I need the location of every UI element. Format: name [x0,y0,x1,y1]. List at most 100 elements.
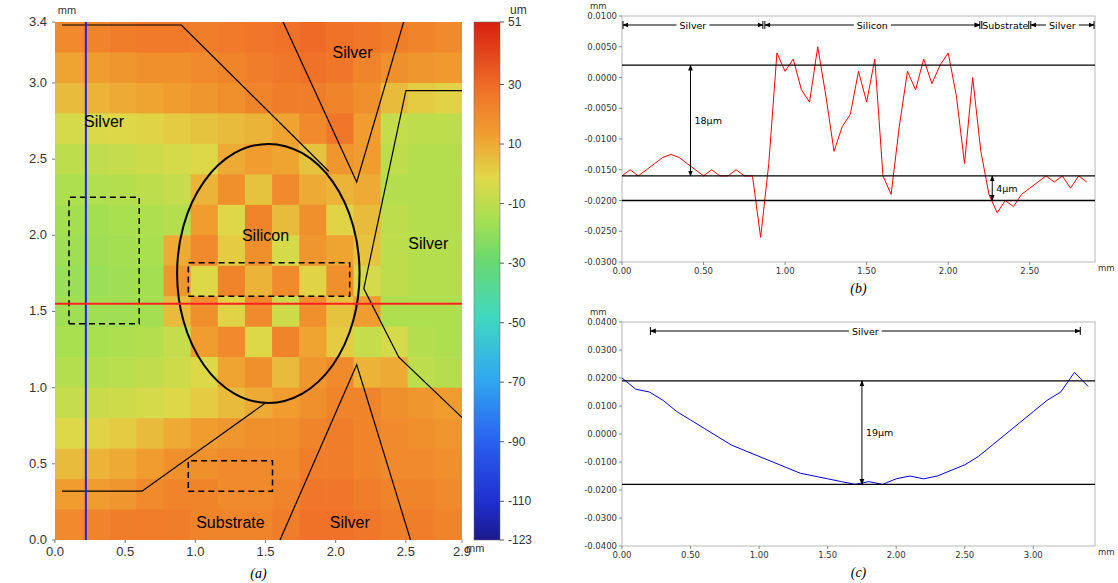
tick-mark [619,169,622,170]
heat-cell [326,479,354,510]
region-label: Silver [408,235,449,252]
heat-cell [381,113,409,144]
heat-cell [191,205,219,236]
tick-mark [619,231,622,232]
heat-cell [353,113,381,144]
heat-cell [136,266,164,297]
heat-cell [218,357,246,388]
heat-cell [435,83,462,114]
tick-label: 3.00 [1024,550,1043,560]
heat-cell [435,144,462,175]
tick-label: 0.0000 [587,73,617,83]
heat-cell [408,357,436,388]
tick-mark [619,518,622,519]
colorbar-label: -50 [508,316,526,330]
region-label: Silicon [242,227,289,244]
colorbar-tick [500,144,504,145]
panel-label: (b) [850,281,867,297]
tick-mark [619,350,622,351]
axis-unit: mm [466,542,484,554]
tick-mark [619,462,622,463]
region-label: Substrate [196,514,265,531]
tick-mark [896,546,897,549]
heat-cell [435,449,462,480]
heat-cell [109,418,137,449]
tick-label: -0.0300 [584,513,617,523]
colorbar-label: 10 [508,137,522,151]
colorbar-label: -123 [508,533,532,547]
heat-cell [272,327,300,358]
heat-cell [245,113,273,144]
heat-cell [245,266,273,297]
region-label: Silver [84,113,125,130]
heat-cell [109,357,137,388]
heat-cell [408,22,436,53]
span-arrow [765,25,854,26]
heat-cell [55,479,83,510]
tick-label: 0.50 [681,550,700,560]
heat-cell [136,235,164,266]
colorbar-label: -10 [508,197,526,211]
heat-cell [109,479,137,510]
heat-cell [435,296,462,327]
tick-mark [52,235,55,236]
tick-label: 2.0 [327,544,345,559]
colorbar-tick [500,22,504,23]
tick-mark [619,406,622,407]
tick-mark [866,262,867,265]
heat-cell [136,174,164,205]
heat-cell [381,144,409,175]
heat-cell [435,113,462,144]
level-line [622,200,1095,201]
tick-mark [690,546,691,549]
region-outline [280,22,406,182]
heat-cell [299,510,327,540]
region-outline [364,91,462,425]
heat-cell [55,22,83,53]
heat-cell [136,418,164,449]
heat-cell [408,327,436,358]
heat-cell [435,510,462,540]
heat-cell [136,357,164,388]
tick-label: 2.00 [939,266,958,276]
heat-cell [136,144,164,175]
tick-label: 3.0 [29,75,47,90]
tick-mark [52,22,55,23]
heat-cell [109,449,137,480]
tick-label: 2.5 [29,151,47,166]
span-arrow [882,331,1081,332]
region-outline [277,365,413,540]
heat-cell [326,449,354,480]
heat-cell [299,235,327,266]
tick-label: 0.50 [694,266,713,276]
heat-cell [299,418,327,449]
heat-cell [136,205,164,236]
colorbar-tick [500,540,504,541]
heat-cell [218,113,246,144]
heat-cell [55,52,83,83]
heat-cell [109,388,137,419]
tick-mark [335,540,336,543]
heat-cell [136,296,164,327]
heat-cell [191,174,219,205]
tick-mark [1029,262,1030,265]
span-label: Silver [680,20,707,31]
heat-cell [191,327,219,358]
heat-cell [109,144,137,175]
heat-cell [381,235,409,266]
heat-cell [245,174,273,205]
tick-mark [52,540,55,541]
heat-cell [245,327,273,358]
heat-cell [326,418,354,449]
colorbar-label: -70 [508,375,526,389]
sample-box [188,461,272,491]
tick-label: -0.0100 [584,457,617,467]
heat-cell [272,83,300,114]
span-end [1028,21,1029,29]
level-line [622,65,1095,66]
heat-cell [191,479,219,510]
heat-cell [299,327,327,358]
colorbar-tick [500,501,504,502]
heat-cell [245,22,273,53]
heat-cell [191,83,219,114]
